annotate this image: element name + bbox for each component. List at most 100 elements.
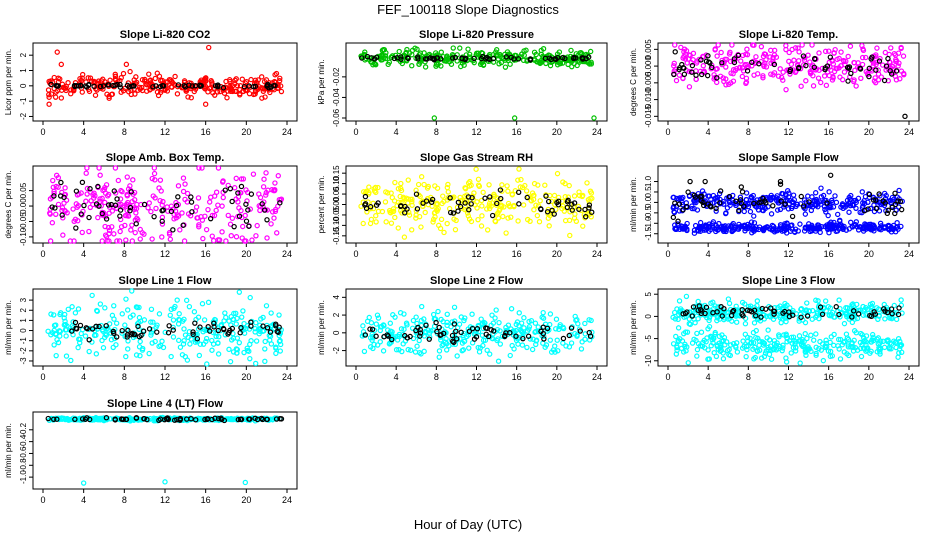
data-point <box>715 42 721 48</box>
data-point <box>877 55 883 62</box>
x-tick-label: 16 <box>824 127 834 137</box>
data-point <box>117 84 123 90</box>
data-point <box>465 46 471 52</box>
data-point <box>784 67 790 73</box>
data-point <box>403 50 409 57</box>
data-point <box>802 211 809 217</box>
data-point <box>695 298 701 305</box>
data-point <box>756 200 762 206</box>
data-point <box>475 176 482 182</box>
data-point <box>195 215 201 221</box>
data-point <box>511 56 517 62</box>
data-point <box>398 203 404 209</box>
y-tick-label: -0.10 <box>19 227 28 246</box>
data-point <box>496 319 502 326</box>
data-point <box>806 199 812 205</box>
data-point <box>503 54 509 60</box>
data-point <box>589 209 595 215</box>
data-point <box>721 226 728 233</box>
data-point <box>444 184 451 191</box>
data-point <box>800 53 807 59</box>
data-point <box>898 206 905 213</box>
data-point <box>859 61 866 68</box>
y-tick-label: -2 <box>332 346 341 354</box>
data-point <box>455 199 462 206</box>
data-point <box>881 202 888 209</box>
data-point <box>749 59 755 65</box>
data-point <box>420 200 426 206</box>
data-point <box>698 329 705 335</box>
data-point <box>758 43 765 50</box>
data-point <box>240 176 247 182</box>
data-point <box>788 350 794 356</box>
data-point <box>504 49 511 55</box>
data-point <box>843 227 850 233</box>
data-point <box>482 56 489 62</box>
data-point <box>783 86 789 93</box>
data-point <box>465 194 472 200</box>
data-point <box>150 319 156 325</box>
data-point <box>753 54 759 60</box>
data-point <box>243 187 249 193</box>
data-point <box>102 305 108 311</box>
data-point <box>847 43 854 49</box>
data-point <box>434 201 440 208</box>
y-tick-label: 0.10 <box>332 175 341 191</box>
data-point <box>259 95 265 101</box>
data-point <box>225 212 231 219</box>
data-point <box>479 213 485 219</box>
data-point <box>146 200 152 206</box>
data-point <box>227 83 233 90</box>
data-point <box>796 49 802 55</box>
data-point <box>206 44 212 51</box>
data-point <box>164 79 171 85</box>
data-point <box>898 223 904 230</box>
data-point <box>527 56 534 62</box>
data-point <box>147 87 153 93</box>
data-point <box>246 223 252 229</box>
data-point <box>802 225 809 231</box>
data-point <box>866 65 872 72</box>
data-point <box>223 238 229 244</box>
data-point <box>748 194 755 201</box>
data-point <box>782 223 788 230</box>
data-point <box>751 72 757 78</box>
y-tick-label: -2 <box>19 112 28 120</box>
data-point <box>130 312 136 318</box>
data-point <box>227 327 233 334</box>
data-point <box>475 216 481 223</box>
data-point <box>672 200 678 206</box>
data-point <box>828 226 835 232</box>
data-point <box>173 202 180 209</box>
data-point <box>682 56 689 62</box>
data-point <box>140 345 146 352</box>
data-point <box>368 216 375 223</box>
data-point <box>834 56 840 63</box>
x-tick-label: 20 <box>241 249 251 259</box>
data-point <box>277 75 283 81</box>
data-point <box>188 199 195 205</box>
data-point <box>457 203 464 210</box>
panel-title: Slope Line 3 Flow <box>742 275 835 287</box>
data-point <box>719 60 725 66</box>
x-tick-label: 20 <box>552 249 562 259</box>
data-point <box>743 51 749 57</box>
data-point <box>857 65 863 71</box>
data-point <box>116 201 122 208</box>
data-point <box>498 195 504 202</box>
data-point <box>214 82 221 88</box>
data-point <box>873 197 879 203</box>
y-axis-label: ml/min per min. <box>317 300 326 355</box>
data-point <box>723 64 729 70</box>
data-point <box>237 86 243 93</box>
data-point <box>681 71 688 77</box>
data-point <box>756 61 762 67</box>
data-point <box>409 202 415 208</box>
data-point <box>798 83 804 89</box>
data-point <box>704 72 711 79</box>
data-point <box>247 355 253 362</box>
data-point <box>260 323 266 329</box>
data-point <box>61 194 67 201</box>
data-point <box>586 199 592 205</box>
data-point <box>373 213 379 219</box>
